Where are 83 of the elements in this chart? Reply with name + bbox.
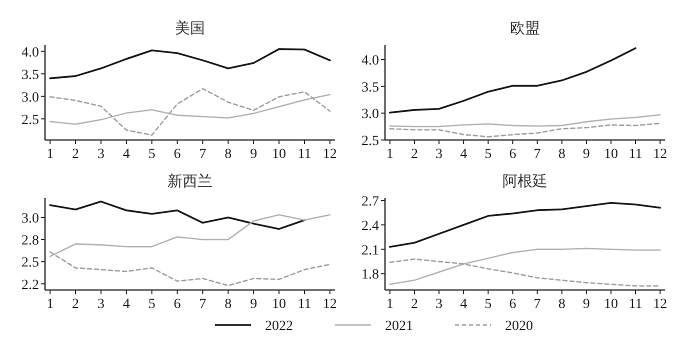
line-series	[389, 47, 636, 114]
chart-title: 美国	[175, 20, 205, 37]
x-tick-label: 6	[174, 147, 181, 162]
x-tick-label: 3	[97, 147, 104, 162]
x-tick-label: 8	[224, 147, 232, 162]
legend-label: 2022	[265, 319, 293, 334]
x-tick-label: 4	[122, 147, 130, 162]
x-tick-label: 10	[272, 297, 286, 312]
x-tick-label: 3	[436, 147, 443, 162]
y-tick-label: 3.0	[362, 107, 379, 122]
x-tick-label: 1	[46, 297, 54, 312]
x-tick-label: 8	[558, 297, 566, 312]
line-series	[49, 200, 306, 230]
line-series	[49, 88, 331, 136]
y-tick-label: 4.0	[22, 45, 39, 60]
x-tick-label: 10	[272, 147, 286, 162]
x-tick-label: 9	[250, 147, 258, 162]
x-tick-label: 1	[386, 297, 394, 312]
line-series	[49, 48, 331, 80]
x-tick-label: 10	[604, 147, 618, 162]
x-tick-label: 4	[122, 297, 130, 312]
y-tick-label: 2.5	[362, 134, 379, 149]
y-tick-label: 3.0	[22, 90, 39, 106]
x-tick-label: 11	[628, 147, 642, 162]
y-tick-label: 3.5	[22, 68, 39, 83]
y-tick-label: 2.2	[22, 278, 39, 293]
line-series	[389, 248, 661, 285]
legend-label: 2020	[505, 319, 533, 334]
x-tick-label: 7	[534, 297, 541, 312]
x-tick-label: 1	[386, 147, 394, 162]
x-tick-label: 8	[224, 297, 232, 312]
x-tick-label: 5	[484, 147, 492, 162]
y-tick-label: 2.5	[22, 112, 39, 128]
y-tick-label: 1.8	[362, 268, 379, 283]
chart-title: 阿根廷	[502, 173, 548, 190]
x-tick-label: 9	[582, 147, 590, 162]
line-series	[389, 202, 661, 248]
x-tick-label: 1	[46, 147, 54, 162]
x-tick-label: 8	[558, 147, 566, 162]
line-series	[389, 258, 661, 287]
y-tick-label: 2.7	[362, 194, 379, 210]
x-tick-label: 2	[410, 147, 418, 162]
y-tick-label: 4.0	[362, 53, 379, 68]
line-series	[389, 122, 661, 138]
x-tick-label: 7	[199, 147, 206, 162]
line-series	[389, 114, 661, 128]
line-series	[49, 251, 331, 286]
line-series	[49, 94, 331, 125]
x-tick-label: 3	[97, 297, 104, 312]
x-tick-label: 6	[174, 297, 181, 312]
x-tick-label: 5	[148, 147, 156, 162]
chart-title: 欧盟	[510, 20, 540, 37]
y-tick-label: 2.1	[362, 243, 379, 258]
x-tick-label: 9	[582, 297, 590, 312]
y-tick-label: 3.0	[22, 211, 39, 226]
y-tick-label: 2.4	[362, 218, 379, 234]
x-tick-label: 5	[484, 297, 492, 312]
x-tick-label: 5	[148, 297, 156, 312]
x-tick-label: 11	[298, 297, 312, 312]
x-tick-label: 12	[653, 147, 668, 162]
x-tick-label: 12	[653, 297, 668, 312]
x-tick-label: 6	[509, 147, 516, 162]
chart-title: 新西兰	[168, 173, 212, 190]
x-tick-label: 6	[509, 297, 516, 312]
x-tick-label: 11	[628, 297, 642, 312]
x-tick-label: 7	[534, 147, 541, 162]
y-tick-label: 2.5	[22, 256, 39, 271]
x-tick-label: 2	[72, 147, 80, 162]
x-tick-label: 9	[250, 297, 258, 312]
x-tick-label: 3	[436, 297, 443, 312]
x-tick-label: 4	[460, 297, 468, 312]
legend-label: 2021	[385, 319, 413, 334]
y-tick-label: 2.8	[22, 234, 39, 249]
x-tick-label: 10	[604, 297, 618, 312]
line-series	[49, 214, 331, 258]
x-tick-label: 11	[298, 147, 312, 162]
y-tick-label: 3.5	[362, 80, 379, 96]
x-tick-label: 2	[410, 297, 418, 312]
x-tick-label: 2	[72, 297, 80, 312]
x-tick-label: 12	[322, 147, 337, 162]
x-tick-label: 12	[322, 297, 337, 312]
x-tick-label: 7	[199, 297, 206, 312]
x-tick-label: 4	[460, 147, 468, 162]
